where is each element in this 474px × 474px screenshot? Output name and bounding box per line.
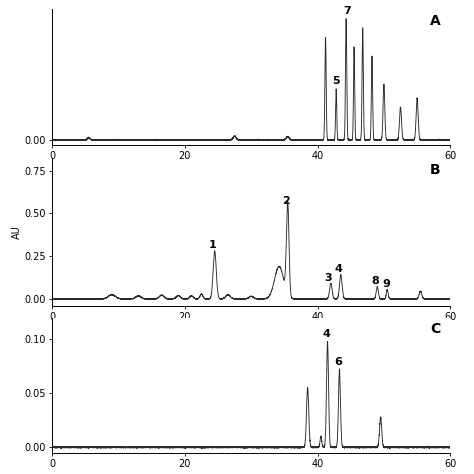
Text: 1: 1 (208, 240, 216, 250)
Y-axis label: AU: AU (11, 225, 21, 239)
X-axis label: Minutes: Minutes (232, 164, 271, 173)
Text: A: A (429, 14, 440, 27)
Text: 6: 6 (334, 357, 342, 367)
Text: 7: 7 (344, 7, 351, 17)
Text: 8: 8 (372, 276, 379, 286)
Text: 2: 2 (282, 196, 290, 206)
Text: 5: 5 (332, 76, 340, 86)
Text: 3: 3 (324, 273, 332, 283)
Text: B: B (430, 163, 440, 177)
Text: C: C (430, 322, 440, 336)
Text: 4: 4 (322, 329, 330, 339)
Text: 4: 4 (335, 264, 343, 274)
X-axis label: Minutes: Minutes (232, 325, 271, 335)
Text: 9: 9 (382, 279, 390, 289)
